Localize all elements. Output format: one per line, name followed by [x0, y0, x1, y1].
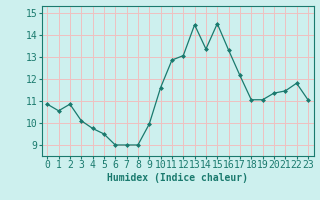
X-axis label: Humidex (Indice chaleur): Humidex (Indice chaleur): [107, 173, 248, 183]
